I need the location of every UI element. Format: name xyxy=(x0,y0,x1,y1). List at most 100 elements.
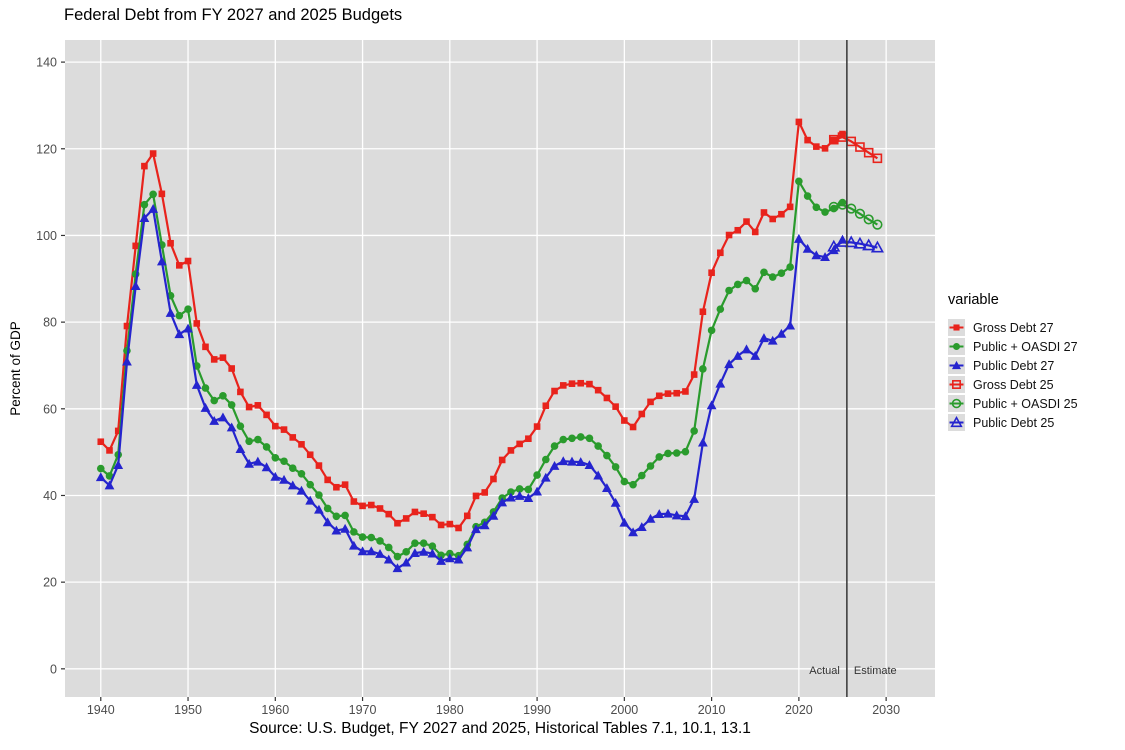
filled-circle-marker xyxy=(550,442,559,450)
filled-square-marker xyxy=(594,386,602,394)
filled-square-marker xyxy=(813,143,820,150)
filled-square-marker xyxy=(699,308,707,316)
legend-key-public-oasdi-27 xyxy=(948,338,965,355)
filled-triangle-marker xyxy=(436,555,446,565)
x-tick-label: 1970 xyxy=(349,703,377,717)
filled-circle-marker xyxy=(341,511,349,520)
filled-square-marker xyxy=(821,145,829,152)
legend-item-gross-debt-25: Gross Debt 25 xyxy=(948,375,1078,394)
filled-circle-marker xyxy=(953,343,960,350)
filled-square-marker xyxy=(219,354,227,361)
series-gross-debt-25 xyxy=(828,132,883,164)
x-tick-label: 1990 xyxy=(523,703,551,717)
open-triangle-marker xyxy=(950,415,963,428)
filled-triangle-marker xyxy=(200,402,211,412)
y-tick-label: 40 xyxy=(43,489,57,503)
y-tick-label: 60 xyxy=(43,402,57,416)
filled-triangle-marker xyxy=(453,554,464,564)
filled-triangle-marker xyxy=(951,360,962,370)
series-gross-debt-27 xyxy=(97,118,846,532)
filled-triangle-marker xyxy=(663,508,673,518)
filled-triangle-marker xyxy=(165,308,176,317)
x-tick-label: 1950 xyxy=(174,703,202,717)
filled-square-marker xyxy=(743,218,750,225)
filled-square-marker xyxy=(429,513,436,521)
legend-item-public-oasdi-25: Public + OASDI 25 xyxy=(948,394,1078,413)
legend-key-public-debt-27 xyxy=(948,357,965,374)
filled-triangle-marker xyxy=(314,504,324,514)
filled-square-marker xyxy=(463,512,471,520)
filled-square-marker xyxy=(751,228,759,236)
filled-triangle-marker xyxy=(558,456,569,466)
y-tick-label: 140 xyxy=(36,56,57,70)
gridlines xyxy=(65,40,935,697)
filled-circle-marker xyxy=(664,449,672,458)
filled-square-marker xyxy=(97,438,105,446)
filled-square-marker xyxy=(629,423,637,431)
filled-triangle-marker xyxy=(462,542,473,552)
filled-square-marker xyxy=(394,519,401,527)
filled-triangle-marker xyxy=(828,245,839,255)
filled-triangle-marker xyxy=(410,548,420,558)
legend-key-gross-debt-25 xyxy=(948,376,965,393)
legend-label: Gross Debt 25 xyxy=(973,377,1054,392)
filled-triangle-marker xyxy=(305,495,316,505)
filled-circle-marker xyxy=(332,512,341,521)
filled-triangle-marker xyxy=(366,546,377,556)
filled-triangle-marker xyxy=(401,557,412,567)
filled-triangle-marker xyxy=(392,563,403,573)
filled-square-marker xyxy=(507,447,515,454)
filled-triangle-marker xyxy=(226,422,237,432)
filled-triangle-marker xyxy=(628,527,638,537)
filled-triangle-marker xyxy=(776,328,787,338)
filled-circle-marker xyxy=(288,464,297,472)
open-triangle-marker xyxy=(844,235,858,248)
filled-square-marker xyxy=(411,508,419,516)
filled-square-marker xyxy=(559,382,567,389)
filled-square-marker xyxy=(446,520,454,528)
filled-triangle-marker xyxy=(820,252,830,262)
filled-triangle-marker xyxy=(209,415,220,425)
filled-triangle-marker xyxy=(575,457,586,467)
filled-circle-marker xyxy=(620,477,629,486)
filled-triangle-marker xyxy=(680,511,691,521)
filled-circle-marker xyxy=(437,551,445,560)
filled-triangle-marker xyxy=(130,281,141,291)
legend-title: variable xyxy=(948,292,999,308)
filled-square-marker xyxy=(830,136,838,144)
filled-circle-marker xyxy=(603,451,611,460)
filled-circle-marker xyxy=(236,422,245,430)
filled-square-marker xyxy=(795,118,803,126)
x-tick-label: 2020 xyxy=(785,703,813,717)
filled-square-marker xyxy=(664,390,672,397)
filled-circle-marker xyxy=(576,433,585,441)
filled-circle-marker xyxy=(594,442,602,450)
filled-square-marker xyxy=(612,403,619,410)
filled-circle-marker xyxy=(271,453,280,462)
filled-triangle-marker xyxy=(218,412,228,422)
filled-square-marker xyxy=(621,417,628,424)
filled-circle-marker xyxy=(219,392,227,400)
filled-square-marker xyxy=(123,322,131,330)
filled-triangle-marker xyxy=(540,472,551,482)
filled-circle-marker xyxy=(376,537,384,545)
filled-triangle-marker xyxy=(322,517,333,527)
filled-square-marker xyxy=(673,389,681,397)
filled-triangle-marker xyxy=(95,472,106,482)
filled-triangle-marker xyxy=(654,509,665,519)
filled-square-marker xyxy=(568,380,576,387)
filled-square-marker xyxy=(341,481,349,488)
filled-circle-marker xyxy=(96,464,105,473)
filled-circle-marker xyxy=(638,471,646,480)
filled-square-marker xyxy=(525,435,532,443)
filled-square-marker xyxy=(533,423,541,430)
filled-circle-marker xyxy=(201,384,210,392)
x-tick-label: 1980 xyxy=(436,703,464,717)
filled-square-marker xyxy=(603,394,611,402)
filled-circle-marker xyxy=(672,449,681,457)
filled-triangle-marker xyxy=(593,470,604,480)
filled-circle-marker xyxy=(428,542,437,550)
filled-square-marker xyxy=(402,515,410,522)
filled-triangle-marker xyxy=(610,497,621,507)
filled-square-marker xyxy=(734,226,742,234)
